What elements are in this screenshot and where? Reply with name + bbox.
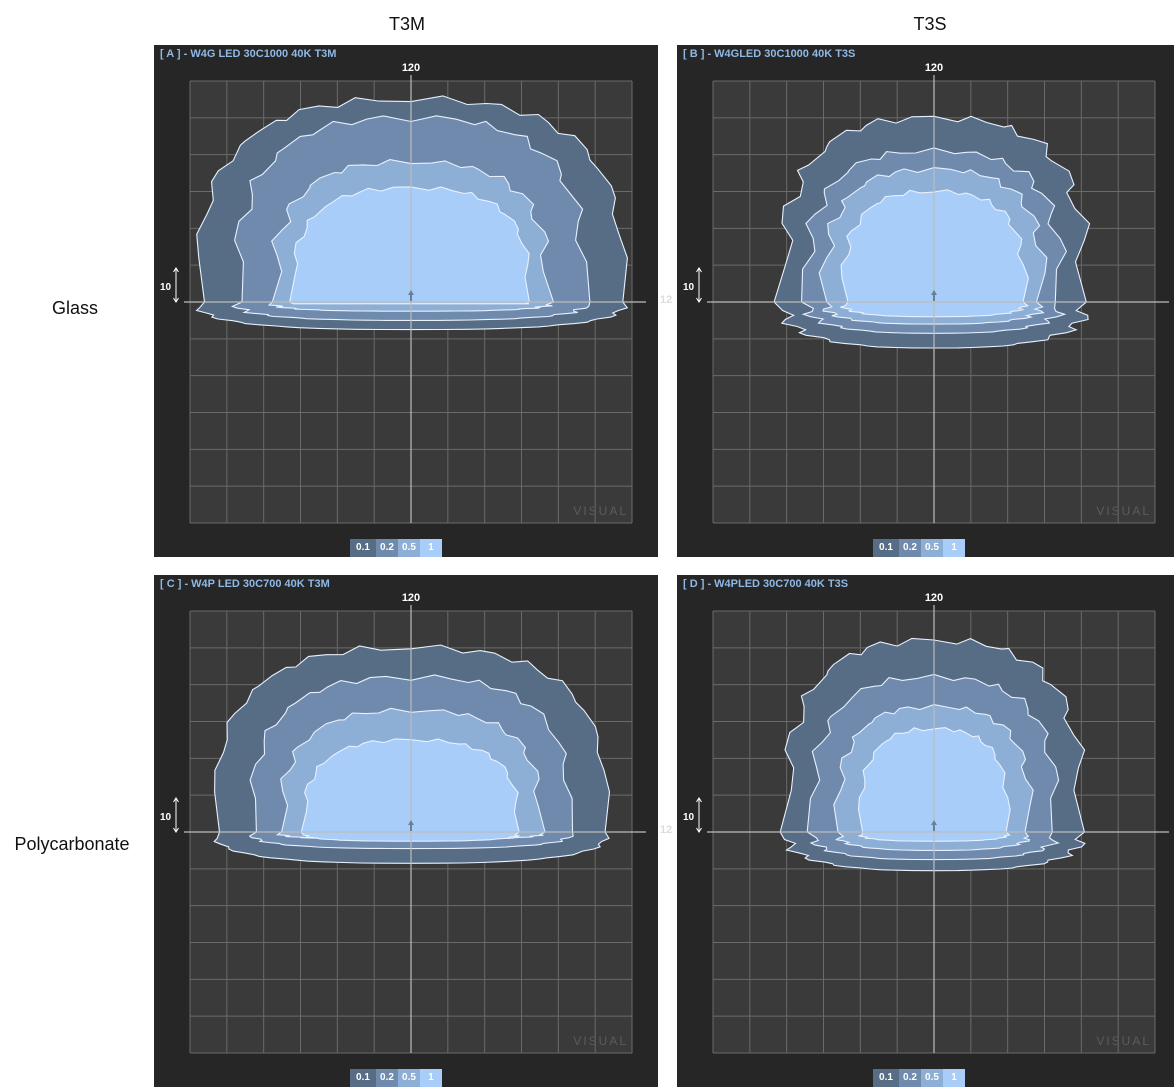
legend: 0.1 0.2 0.5 1	[873, 539, 965, 557]
top-axis-label: 120	[925, 592, 943, 604]
column-header-t3s: T3S	[913, 14, 947, 34]
isolux-plot: 10120VISUAL1	[683, 592, 1169, 1054]
legend-item-0.1: 0.1	[350, 539, 376, 557]
watermark: VISUAL	[1096, 1034, 1151, 1048]
scale-arrow-down	[173, 297, 179, 303]
luminaire-arrow	[931, 290, 937, 295]
legend-item-0.5: 0.5	[921, 539, 943, 557]
scale-label: 10	[160, 282, 172, 293]
scale-arrow-up	[173, 267, 179, 273]
isolux-panel-d: [ D ] - W4PLED 30C700 40K T3S 10 120 VISUA…	[677, 575, 1174, 1087]
panel-title: [ D ] - W4PLED 30C700 40K T3S	[683, 578, 849, 590]
isolux-panel-c: [ C ] - W4P LED 30C700 40K T3M 10 120 VISU…	[154, 575, 658, 1087]
legend: 0.1 0.2 0.5 1	[350, 1069, 442, 1087]
luminaire-arrow	[931, 820, 937, 825]
legend-item-0.1: 0.1	[350, 1069, 376, 1087]
row-header-polycarbonate: Polycarbonate	[14, 834, 130, 854]
legend-item-0.2: 0.2	[899, 1069, 921, 1087]
watermark: VISUAL	[573, 504, 628, 518]
panel-title: [ C ] - W4P LED 30C700 40K T3M	[160, 578, 330, 590]
legend: 0.1 0.2 0.5 1	[350, 539, 442, 557]
scale-label: 10	[160, 812, 172, 823]
legend-item-1: 1	[943, 539, 965, 557]
row-header-glass: Glass	[51, 298, 98, 318]
legend-item-0.2: 0.2	[376, 539, 398, 557]
right-edge-label: 12	[660, 294, 673, 306]
watermark: VISUAL	[573, 1034, 628, 1048]
scale-arrow-up	[696, 267, 702, 273]
column-header-t3m: T3M	[389, 14, 425, 34]
scale-label: 10	[683, 812, 695, 823]
isolux-panel-b: [ B ] - W4GLED 30C1000 40K T3S 10 120 VISU…	[677, 45, 1174, 557]
watermark: VISUAL	[1096, 504, 1151, 518]
legend-item-0.5: 0.5	[398, 1069, 420, 1087]
scale-arrow-up	[696, 797, 702, 803]
legend-item-0.2: 0.2	[376, 1069, 398, 1087]
isolux-plot: 10120VISUAL1	[683, 62, 1169, 524]
right-edge-label: 12	[660, 824, 673, 836]
top-axis-label: 120	[925, 62, 943, 74]
luminaire-arrow	[408, 820, 414, 825]
legend-item-0.1: 0.1	[873, 539, 899, 557]
isolux-plot: 10 120 VISUAL	[160, 62, 646, 524]
panel-title: [ B ] - W4GLED 30C1000 40K T3S	[683, 48, 856, 60]
legend-item-0.5: 0.5	[398, 539, 420, 557]
legend-item-0.1: 0.1	[873, 1069, 899, 1087]
legend-item-1: 1	[420, 1069, 442, 1087]
scale-arrow-up	[173, 797, 179, 803]
legend-item-0.2: 0.2	[899, 539, 921, 557]
scale-arrow-down	[173, 827, 179, 833]
isolux-panel-a: [ A ] - W4G LED 30C1000 40K T3M 10 120 VIS…	[154, 45, 658, 557]
scale-label: 10	[683, 282, 695, 293]
legend-item-1: 1	[943, 1069, 965, 1087]
legend: 0.1 0.2 0.5 1	[873, 1069, 965, 1087]
scale-arrow-down	[696, 827, 702, 833]
top-axis-label: 120	[402, 592, 420, 604]
scale-arrow-down	[696, 297, 702, 303]
legend-item-1: 1	[420, 539, 442, 557]
panel-title: [ A ] - W4G LED 30C1000 40K T3M	[160, 48, 337, 60]
top-axis-label: 120	[402, 62, 420, 74]
isolux-plot: 10 120 VISUAL	[160, 592, 646, 1054]
legend-item-0.5: 0.5	[921, 1069, 943, 1087]
luminaire-arrow	[408, 290, 414, 295]
